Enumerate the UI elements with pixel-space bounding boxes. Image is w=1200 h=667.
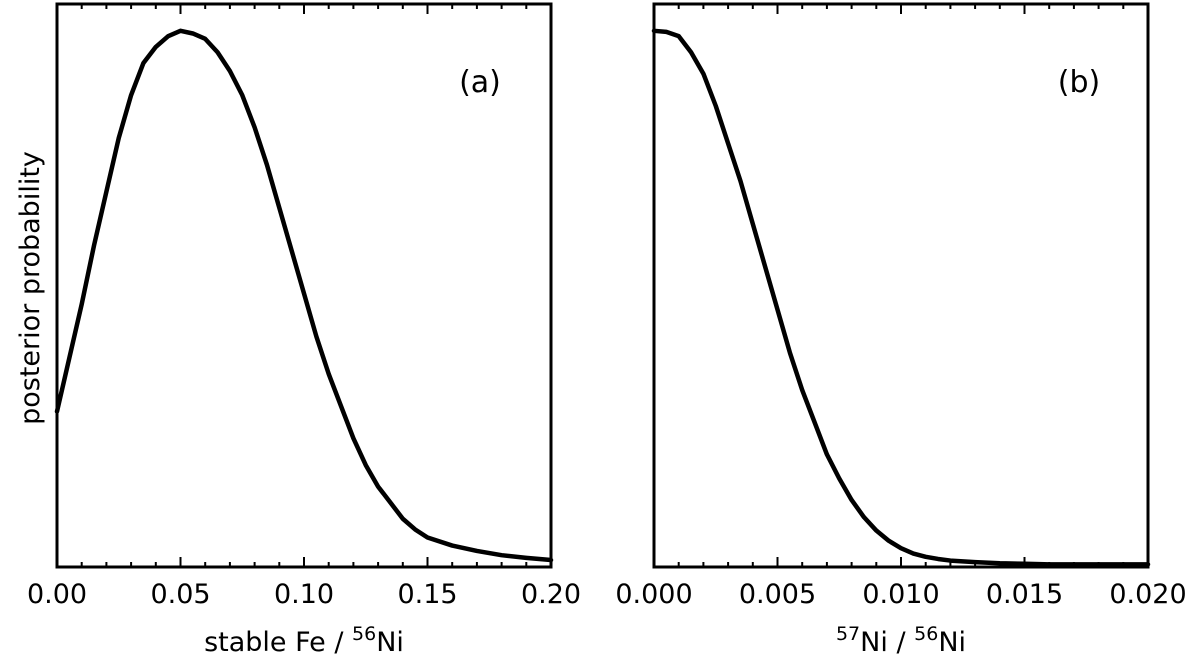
panel-b-x-tick-label: 0.020 [1109,579,1186,610]
panel-b-x-axis-title: 57Ni / 56Ni [836,623,966,658]
panel-a-ticks [56,4,552,567]
panel-b-x-tick-label: 0.010 [862,579,939,610]
panel-a: 0.00 0.05 0.10 0.15 0.20 (a) stable Fe / 56N… [15,2,581,658]
panel-a-series-line [54,28,554,563]
panel-b-tick-labels: 0.000 0.005 0.010 0.015 0.020 [615,579,1186,610]
y-axis-title: posterior probability [15,151,46,425]
panel-b-x-tick-label: 0.000 [615,579,692,610]
panel-a-x-tick-label: 0.20 [521,579,581,610]
panel-b-series-line [651,28,1151,567]
panel-b: 0.000 0.005 0.010 0.015 0.020 (b) 57Ni / 56N… [615,2,1187,658]
panel-a-x-axis-title-main: stable Fe / [204,627,352,658]
panel-a-x-tick-label: 0.05 [150,579,210,610]
panel-b-x-axis-title-tail: Ni [938,627,966,658]
panel-b-x-axis-title-superscript-1: 57 [836,623,860,645]
panel-a-x-axis-title: stable Fe / 56Ni [204,623,404,658]
panel-b-x-axis-title-superscript-2: 56 [914,623,938,645]
panel-a-x-axis-title-tail: Ni [376,627,404,658]
panel-a-tick-labels: 0.00 0.05 0.10 0.15 0.20 [27,579,581,610]
panel-b-x-axis-title-mid: Ni / [860,627,914,658]
panel-b-label: (b) [1058,65,1100,100]
panel-a-label: (a) [459,65,501,100]
panel-a-x-tick-label: 0.10 [274,579,334,610]
panel-b-x-tick-label: 0.005 [739,579,816,610]
panel-a-x-axis-title-superscript: 56 [352,623,376,645]
panel-a-x-tick-label: 0.15 [397,579,457,610]
panel-b-x-tick-label: 0.015 [986,579,1063,610]
panel-a-x-tick-label: 0.00 [27,579,87,610]
